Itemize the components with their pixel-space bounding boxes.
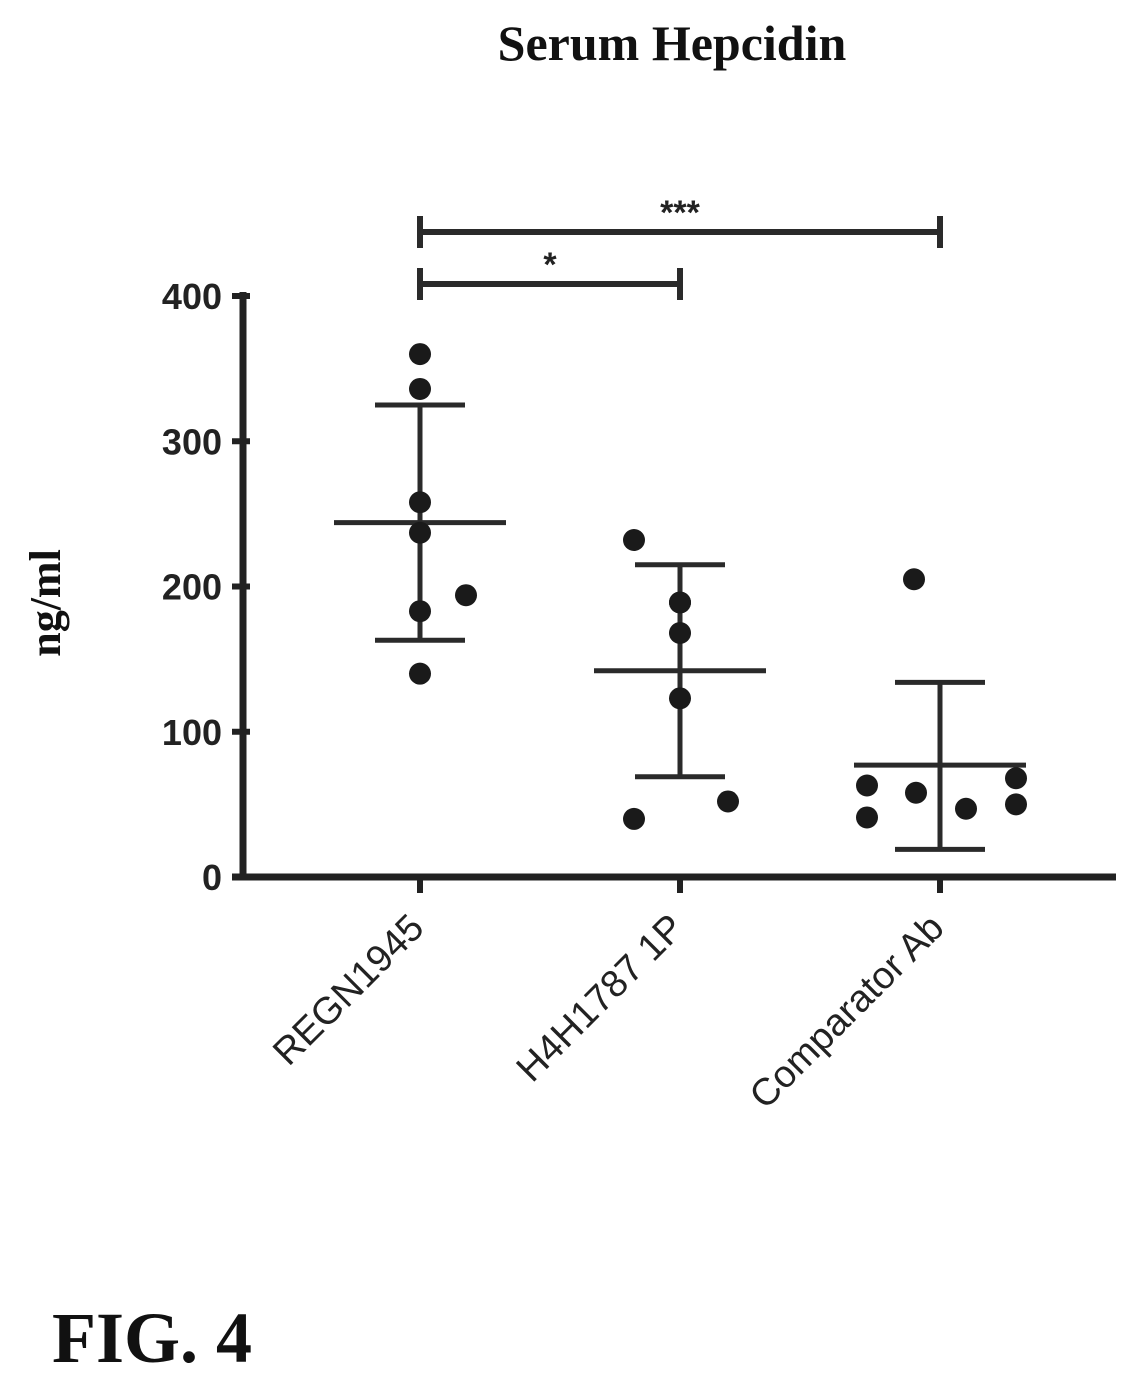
data-point — [717, 790, 739, 813]
x-categories: REGN1945 H4H1787 1P Comparator Ab — [265, 877, 952, 1117]
data-point — [1005, 793, 1027, 816]
x-category-label: H4H1787 1P — [509, 907, 693, 1091]
data-point — [409, 377, 431, 400]
data-point — [856, 774, 878, 797]
data-point — [669, 591, 691, 614]
y-ticks: 0 100 200 300 400 — [162, 276, 250, 898]
data-point — [955, 797, 977, 820]
x-category-label: REGN1945 — [265, 907, 432, 1074]
data-point — [905, 781, 927, 804]
significance-label: *** — [660, 194, 700, 232]
y-tick-label: 200 — [162, 567, 222, 608]
data-point — [409, 343, 431, 366]
data-points — [409, 343, 1027, 830]
data-point — [1005, 767, 1027, 790]
data-point — [409, 600, 431, 623]
data-point — [623, 807, 645, 830]
data-point — [409, 521, 431, 544]
y-tick-label: 300 — [162, 421, 222, 462]
data-point — [669, 621, 691, 644]
chart-title: Serum Hepcidin — [498, 15, 847, 71]
significance-label: * — [543, 246, 557, 284]
y-tick-label: 100 — [162, 712, 222, 753]
data-point — [455, 584, 477, 607]
x-category-label: Comparator Ab — [742, 907, 952, 1117]
y-axis-label: ng/ml — [21, 549, 70, 657]
data-point — [623, 529, 645, 552]
data-point — [409, 491, 431, 514]
figure-label: FIG. 4 — [52, 1298, 252, 1378]
y-tick-label: 0 — [202, 857, 222, 898]
data-point — [669, 687, 691, 710]
data-point — [409, 662, 431, 685]
y-tick-label: 400 — [162, 276, 222, 317]
data-point — [856, 806, 878, 829]
significance-brackets: **** — [417, 194, 943, 300]
data-point — [903, 568, 925, 591]
